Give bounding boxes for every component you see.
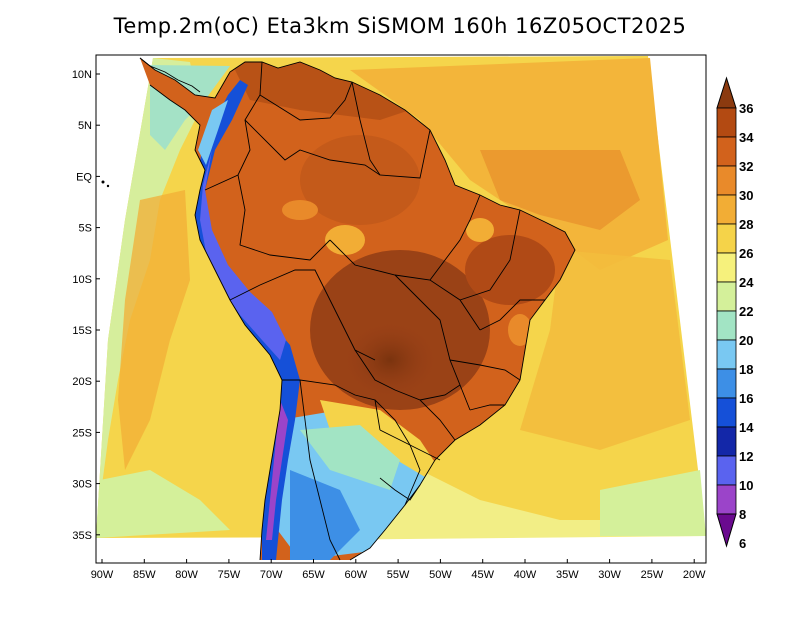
- lon-tick-label: 20W: [683, 569, 706, 581]
- lat-tick-label: 35S: [72, 530, 92, 542]
- lon-tick-label: 70W: [260, 569, 283, 581]
- land-warm-patch: [325, 225, 365, 255]
- ocean-warm-west: [118, 190, 190, 470]
- land-warm-patch: [508, 314, 532, 346]
- land-mid-south: [300, 425, 400, 490]
- lat-tick-label: 10S: [72, 274, 92, 286]
- island-marker: [106, 184, 110, 188]
- colorbar-segment: [716, 426, 737, 457]
- lon-tick-label: 55W: [387, 569, 410, 581]
- lon-tick-label: 40W: [514, 569, 537, 581]
- colorbar-label: 8: [739, 507, 746, 522]
- land-warm-patch: [282, 200, 318, 220]
- lat-tick-label: 5N: [78, 120, 92, 132]
- longitude-axis: 90W 85W 80W 75W 70W 65W 60W 55W 50W 45W 40W 35W 30W 2…: [91, 559, 706, 581]
- colorbar-segment: [716, 310, 737, 341]
- land-hot-core: [335, 315, 445, 405]
- andes-edge-warm: [198, 100, 228, 165]
- andes-coldest-band: [200, 150, 286, 360]
- lat-tick-label: 20S: [72, 376, 92, 388]
- lon-tick-label: 50W: [429, 569, 452, 581]
- colorbar-top-arrow: [716, 76, 737, 109]
- colorbar-label: 32: [739, 159, 753, 174]
- colorbar-label: 36: [739, 101, 753, 116]
- colorbar-segment: [716, 397, 737, 428]
- central-america-coast: [139, 57, 201, 93]
- lon-tick-label: 25W: [641, 569, 664, 581]
- land-hot-northeast: [465, 235, 555, 305]
- colorbar-segment: [716, 252, 737, 283]
- lat-tick-label: 10N: [72, 69, 92, 81]
- land-mild-south: [320, 400, 440, 480]
- colorbar-segment: [716, 165, 737, 196]
- colorbar-segment: [716, 136, 737, 167]
- lon-tick-label: 45W: [471, 569, 494, 581]
- lon-tick-label: 90W: [91, 569, 114, 581]
- ocean-cool-se-corner: [600, 470, 706, 536]
- colorbar-bottom-arrow: [716, 513, 737, 548]
- colorbar-label: 34: [739, 130, 754, 145]
- colorbar-label: 14: [739, 420, 754, 435]
- lon-tick-label: 85W: [133, 569, 156, 581]
- colorbar-label: 18: [739, 362, 753, 377]
- lat-tick-label: EQ: [76, 171, 92, 183]
- colorbar-label: 26: [739, 246, 753, 261]
- lon-tick-label: 30W: [598, 569, 621, 581]
- colorbar-label: 28: [739, 217, 753, 232]
- colorbar-segment: [716, 339, 737, 370]
- colorbar-segment: [716, 484, 737, 515]
- colorbar-label: 10: [739, 478, 753, 493]
- colorbar-label: 24: [739, 275, 754, 290]
- colorbar-segment: [716, 223, 737, 254]
- ocean-hot-east: [480, 150, 640, 230]
- lon-tick-label: 75W: [218, 569, 241, 581]
- ocean-warm-east2: [520, 250, 690, 450]
- colorbar-label: 16: [739, 391, 753, 406]
- lon-tick-label: 60W: [344, 569, 367, 581]
- colorbar-segment: [716, 455, 737, 486]
- colorbar: 36 34 32 30 28 26 24 22 20 18 16 14 12 10 8 6: [716, 76, 754, 551]
- lat-tick-label: 25S: [72, 427, 92, 439]
- colorbar-segment: [716, 194, 737, 225]
- andes-coldest-band: [266, 400, 288, 540]
- colorbar-label: 20: [739, 333, 753, 348]
- plot-frame: [95, 54, 707, 564]
- land-hot-amazon: [300, 135, 420, 225]
- colorbar-segment: [716, 281, 737, 312]
- lat-tick-label: 5S: [79, 223, 92, 235]
- colorbar-label: 12: [739, 449, 753, 464]
- chart-title: Temp.2m(oC) Eta3km SiSMOM 160h 16Z05OCT2…: [113, 14, 687, 38]
- colorbar-label: 6: [739, 536, 746, 551]
- lon-tick-label: 35W: [556, 569, 579, 581]
- latitude-axis: 10N 5N EQ 5S 10S 15S 20S 25S 30S 35S: [72, 69, 100, 542]
- colorbar-segment: [716, 107, 737, 138]
- lon-tick-label: 80W: [175, 569, 198, 581]
- land-warm-patch: [466, 218, 494, 242]
- political-boundaries: [139, 57, 576, 561]
- land-cold-south: [290, 470, 360, 560]
- island-marker: [101, 180, 105, 184]
- colorbar-label: 22: [739, 304, 753, 319]
- lon-tick-label: 65W: [302, 569, 325, 581]
- lat-tick-label: 30S: [72, 479, 92, 491]
- lat-tick-label: 15S: [72, 325, 92, 337]
- ocean-cool-far-west: [96, 470, 230, 538]
- colorbar-segment: [716, 368, 737, 399]
- colorbar-label: 30: [739, 188, 753, 203]
